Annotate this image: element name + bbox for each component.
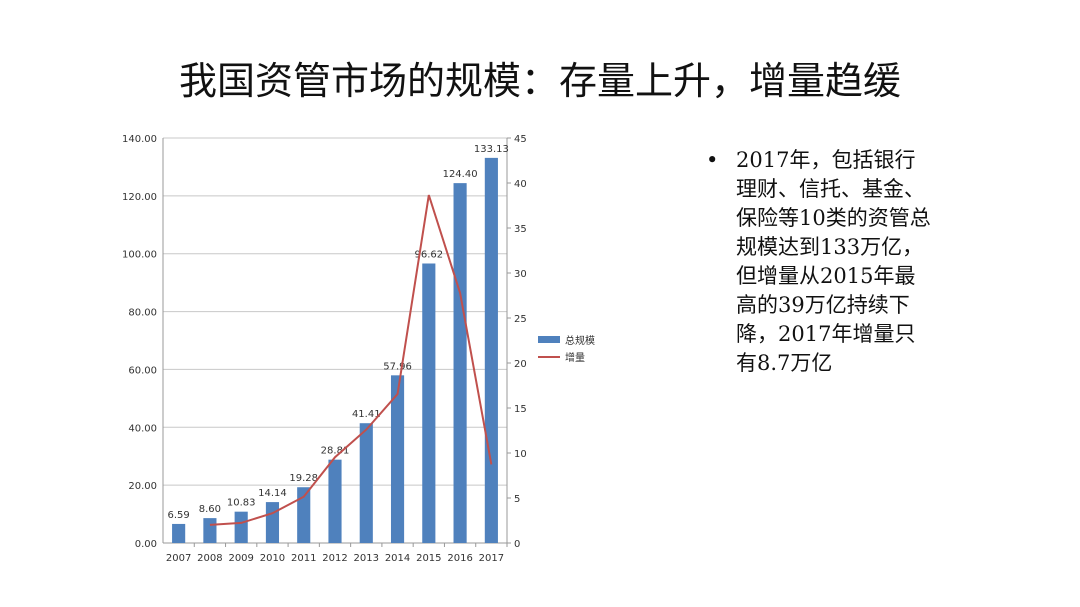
bar — [359, 423, 373, 543]
bar — [484, 157, 498, 543]
bar-data-label: 6.59 — [168, 510, 190, 521]
bar-data-label: 10.83 — [227, 498, 256, 509]
left-axis-tick-label: 20.00 — [128, 481, 157, 492]
right-axis-tick-label: 40 — [514, 179, 527, 190]
legend-label: 增量 — [565, 351, 585, 364]
left-axis-tick-label: 0.00 — [135, 539, 157, 550]
right-axis-tick-label: 25 — [514, 314, 527, 325]
left-axis-tick-label: 120.00 — [122, 192, 157, 203]
bar — [453, 183, 467, 543]
x-axis-tick-label: 2013 — [354, 553, 379, 564]
bar-data-label: 41.41 — [352, 409, 381, 420]
x-axis-tick-label: 2015 — [416, 553, 441, 564]
slide-title: 我国资管市场的规模：存量上升，增量趋缓 — [178, 59, 901, 103]
right-axis-tick-label: 5 — [514, 494, 520, 505]
bullet-point: • 2017年，包括银行理财、信托、基金、保险等10类的资管总规模达到133万亿… — [706, 146, 936, 378]
bar — [234, 511, 248, 543]
bullet-marker: • — [706, 148, 719, 172]
right-axis-tick-label: 30 — [514, 269, 527, 280]
right-axis-tick-label: 15 — [514, 404, 527, 415]
right-axis-tick-label: 45 — [514, 134, 527, 145]
bullet-text: 2017年，包括银行理财、信托、基金、保险等10类的资管总规模达到133万亿，但… — [736, 148, 931, 375]
left-axis-tick-label: 80.00 — [128, 308, 157, 319]
x-axis-tick-label: 2009 — [228, 553, 253, 564]
left-axis-tick-label: 40.00 — [128, 423, 157, 434]
bar-data-label: 28.81 — [321, 446, 350, 457]
right-axis-tick-label: 0 — [514, 539, 520, 550]
bar-data-label: 14.14 — [258, 488, 287, 499]
x-axis-tick-label: 2008 — [197, 553, 222, 564]
bar — [203, 518, 217, 543]
bar-data-label: 19.28 — [289, 473, 318, 484]
bar-data-label: 124.40 — [443, 169, 478, 180]
left-axis-tick-label: 60.00 — [128, 365, 157, 376]
legend-swatch-bar — [538, 336, 560, 343]
x-axis-tick-label: 2010 — [260, 553, 285, 564]
bar — [265, 502, 280, 543]
bar — [390, 375, 405, 543]
bar — [297, 487, 311, 543]
line-series-增量 — [209, 194, 493, 526]
legend-label: 总规模 — [565, 334, 595, 347]
right-axis-tick-label: 35 — [514, 224, 527, 235]
bar-data-label: 133.13 — [474, 144, 509, 155]
x-axis-tick-label: 2017 — [479, 553, 504, 564]
bar — [422, 263, 436, 543]
x-axis-tick-label: 2014 — [385, 553, 410, 564]
left-axis-tick-label: 100.00 — [122, 250, 157, 261]
x-axis-tick-label: 2007 — [166, 553, 191, 564]
bar-data-label: 57.96 — [383, 361, 412, 372]
bar — [328, 459, 342, 543]
right-axis-tick-label: 10 — [514, 449, 527, 460]
x-axis-tick-label: 2016 — [447, 553, 472, 564]
bar-data-label: 8.60 — [199, 504, 221, 515]
bar-data-label: 96.62 — [414, 249, 443, 260]
bar — [172, 523, 186, 543]
x-axis-tick-label: 2011 — [291, 553, 316, 564]
x-axis-tick-label: 2012 — [322, 553, 347, 564]
left-axis-tick-label: 140.00 — [122, 134, 157, 145]
right-axis-tick-label: 20 — [514, 359, 527, 370]
